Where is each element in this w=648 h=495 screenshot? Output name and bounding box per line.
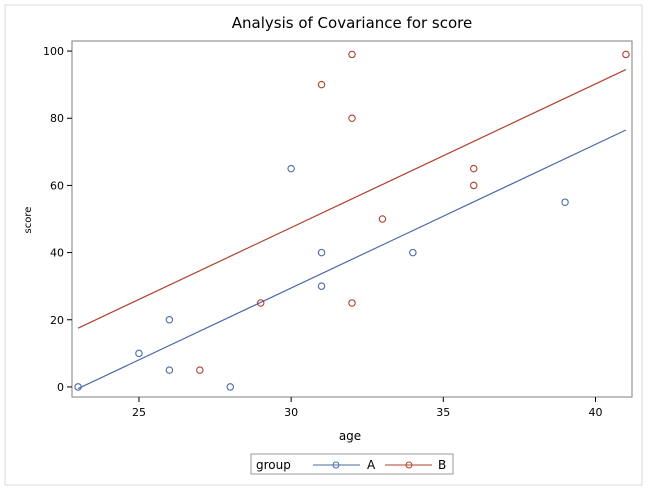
y-tick-label: 60 <box>50 179 64 192</box>
point-a <box>409 248 417 257</box>
point-a <box>74 383 82 391</box>
point-a <box>561 198 569 206</box>
y-tick-label: 80 <box>50 112 64 125</box>
chart-border <box>4 4 643 486</box>
legend-label-b: B <box>438 458 446 472</box>
plot-area <box>71 40 633 398</box>
point-b <box>317 80 326 89</box>
point-a <box>317 282 326 290</box>
point-a <box>317 248 326 257</box>
fit-lines <box>77 69 627 390</box>
legend-label-a: A <box>367 458 376 472</box>
chart-title: Analysis of Covariance for score <box>232 14 473 32</box>
x-axis: 25 30 35 40 <box>132 397 602 419</box>
point-b <box>256 299 265 307</box>
x-axis-label: age <box>339 429 361 443</box>
x-tick-label: 40 <box>588 406 602 419</box>
y-tick-label: 20 <box>50 314 64 327</box>
point-b <box>469 181 478 190</box>
x-tick-label: 35 <box>436 406 450 419</box>
point-b <box>622 50 630 59</box>
legend: group A B <box>250 453 454 475</box>
y-tick-label: 100 <box>43 45 64 58</box>
point-b <box>196 366 204 374</box>
fit-line-a <box>77 129 627 390</box>
point-a <box>165 316 174 324</box>
point-b <box>469 164 478 173</box>
point-b <box>348 299 356 307</box>
legend-box <box>250 453 454 475</box>
data-points <box>74 50 630 391</box>
point-b <box>378 215 387 223</box>
point-b <box>348 114 356 122</box>
point-a <box>165 366 174 374</box>
legend-marker-a <box>332 461 340 469</box>
point-a <box>287 164 295 173</box>
fit-line-b <box>77 69 627 329</box>
legend-marker-b <box>405 461 413 469</box>
y-axis-label: score <box>23 207 34 234</box>
point-a <box>135 349 143 358</box>
legend-title: group <box>256 458 291 472</box>
y-tick-label: 40 <box>50 247 64 260</box>
x-tick-label: 30 <box>284 406 298 419</box>
point-a <box>226 383 235 391</box>
point-b <box>348 50 356 59</box>
y-axis: 0 20 40 60 80 100 <box>43 45 72 394</box>
y-tick-label: 0 <box>57 381 64 394</box>
x-tick-label: 25 <box>132 406 146 419</box>
